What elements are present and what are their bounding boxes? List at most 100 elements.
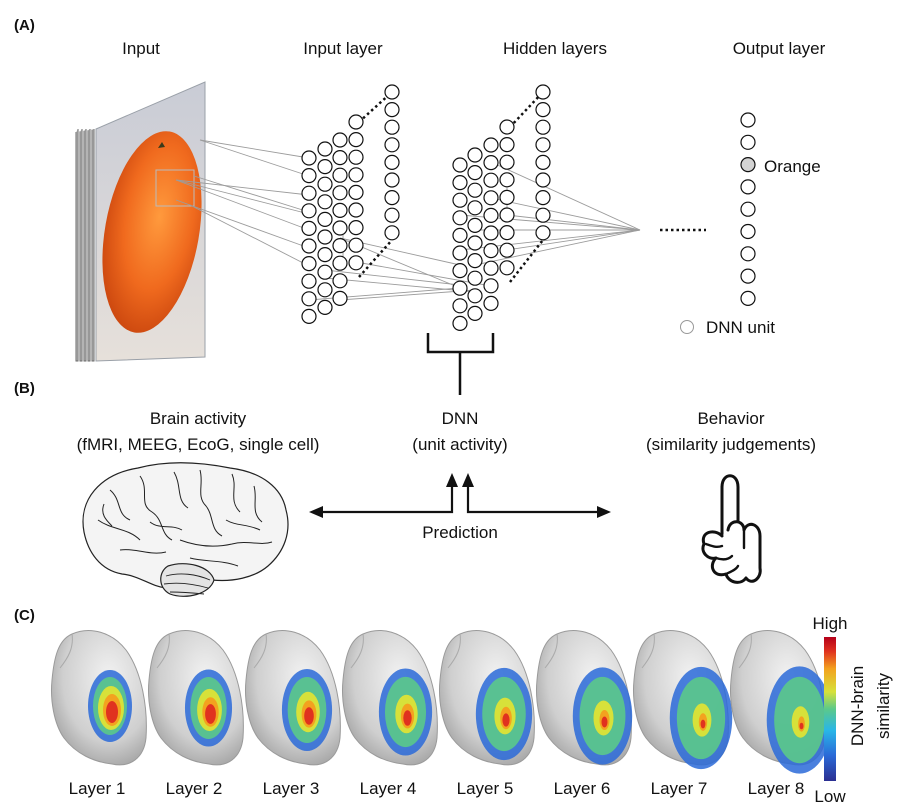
dnn-unit bbox=[535, 154, 551, 170]
dnn-unit bbox=[740, 179, 756, 195]
dnn-unit bbox=[384, 84, 400, 100]
arrow-up-right-head bbox=[462, 473, 474, 487]
orange-fruit bbox=[102, 131, 202, 333]
dnn-unit bbox=[348, 184, 364, 200]
output-layer-title: Output layer bbox=[733, 39, 826, 58]
network-connection bbox=[193, 175, 310, 213]
network-connection bbox=[199, 139, 310, 159]
dnn-unit bbox=[483, 137, 499, 153]
dnn-unit bbox=[384, 172, 400, 188]
image-stack-sheet bbox=[75, 129, 79, 362]
dnn-unit bbox=[348, 220, 364, 236]
dnn-unit bbox=[348, 255, 364, 271]
dnn-unit bbox=[332, 255, 348, 271]
panel-c-label: (C) bbox=[14, 607, 35, 624]
dnn-unit bbox=[740, 134, 756, 150]
dnn-bracket bbox=[426, 333, 495, 395]
prediction-arrows bbox=[309, 473, 611, 518]
dnn-unit bbox=[452, 245, 468, 261]
colorbar-low-label: Low bbox=[814, 787, 846, 806]
dnn-title: DNN bbox=[442, 409, 479, 428]
brain-sulci bbox=[97, 469, 273, 567]
dnn-subtitle: (unit activity) bbox=[412, 435, 507, 454]
dnn-unit bbox=[483, 260, 499, 276]
dnn-unit bbox=[499, 154, 515, 170]
arrow-to-brain-head bbox=[309, 506, 323, 518]
dnn-unit bbox=[467, 165, 483, 181]
network-connection bbox=[339, 289, 476, 301]
dnn-unit bbox=[452, 210, 468, 226]
dnn-unit bbox=[348, 202, 364, 218]
brain-sulcus bbox=[350, 633, 364, 669]
network-connection bbox=[175, 179, 310, 215]
behavior-title: Behavior bbox=[697, 409, 764, 428]
dnn-unit bbox=[740, 246, 756, 262]
image-stack-sheet bbox=[83, 129, 87, 362]
dnn-unit bbox=[332, 150, 348, 166]
dnn-unit bbox=[535, 172, 551, 188]
dnn-unit bbox=[332, 167, 348, 183]
arrow-to-behavior bbox=[466, 487, 598, 514]
network-connection bbox=[490, 197, 641, 231]
dnn-unit bbox=[301, 308, 317, 324]
layer-label: Layer 4 bbox=[360, 779, 417, 798]
dnn-unit bbox=[317, 229, 333, 245]
cerebellum bbox=[160, 563, 215, 597]
dnn-unit bbox=[332, 185, 348, 201]
brain-maps bbox=[51, 630, 833, 774]
dnn-unit bbox=[317, 141, 333, 157]
dnn-unit bbox=[499, 207, 515, 223]
dnn-unit bbox=[535, 119, 551, 135]
dnn-unit bbox=[467, 253, 483, 269]
panel-b-label: (B) bbox=[14, 380, 35, 397]
brain-sulcus bbox=[253, 633, 267, 669]
dnn-unit bbox=[452, 315, 468, 331]
dnn-unit bbox=[348, 114, 364, 130]
panel-a-label: (A) bbox=[14, 17, 35, 34]
dnn-unit bbox=[499, 260, 515, 276]
dnn-unit bbox=[384, 137, 400, 153]
colorbar bbox=[824, 637, 836, 781]
brain-map bbox=[633, 630, 733, 770]
dnn-unit bbox=[483, 295, 499, 311]
dnn-unit bbox=[499, 242, 515, 258]
dnn-unit bbox=[535, 225, 551, 241]
network-connection bbox=[490, 161, 641, 231]
brain-map bbox=[730, 630, 833, 774]
dnn-unit bbox=[348, 132, 364, 148]
dnn-unit bbox=[535, 84, 551, 100]
activation-peak bbox=[502, 713, 510, 727]
activation-peak bbox=[700, 719, 706, 729]
dnn-unit bbox=[384, 154, 400, 170]
dnn-unit bbox=[301, 185, 317, 201]
dnn-unit bbox=[499, 137, 515, 153]
dnn-unit bbox=[452, 157, 468, 173]
brain-map bbox=[51, 630, 147, 766]
legend-unit-icon bbox=[680, 320, 694, 334]
dnn-unit bbox=[483, 225, 499, 241]
dnn-unit bbox=[467, 235, 483, 251]
output-unit-orange bbox=[740, 157, 756, 173]
dnn-unit bbox=[301, 291, 317, 307]
activation-peak bbox=[106, 701, 118, 723]
output-class-label: Orange bbox=[764, 157, 821, 176]
cerebellum-folds bbox=[163, 573, 211, 595]
network-connection bbox=[175, 199, 310, 249]
layer-label: Layer 1 bbox=[69, 779, 126, 798]
dnn-unit bbox=[317, 247, 333, 263]
dnn-unit bbox=[483, 155, 499, 171]
dnn-unit bbox=[452, 263, 468, 279]
dnn-unit bbox=[452, 227, 468, 243]
brain-map bbox=[342, 630, 438, 766]
image-stack-sheet bbox=[79, 129, 83, 362]
network-connection bbox=[175, 179, 310, 196]
colorbar-high-label: High bbox=[813, 614, 848, 633]
dnn-unit bbox=[535, 207, 551, 223]
dnn-unit bbox=[499, 172, 515, 188]
dnn-unit bbox=[332, 220, 348, 236]
orange-stem bbox=[158, 142, 165, 148]
dnn-unit bbox=[348, 237, 364, 253]
dnn-unit bbox=[740, 290, 756, 306]
dnn-unit bbox=[467, 305, 483, 321]
network-connection bbox=[506, 214, 641, 231]
